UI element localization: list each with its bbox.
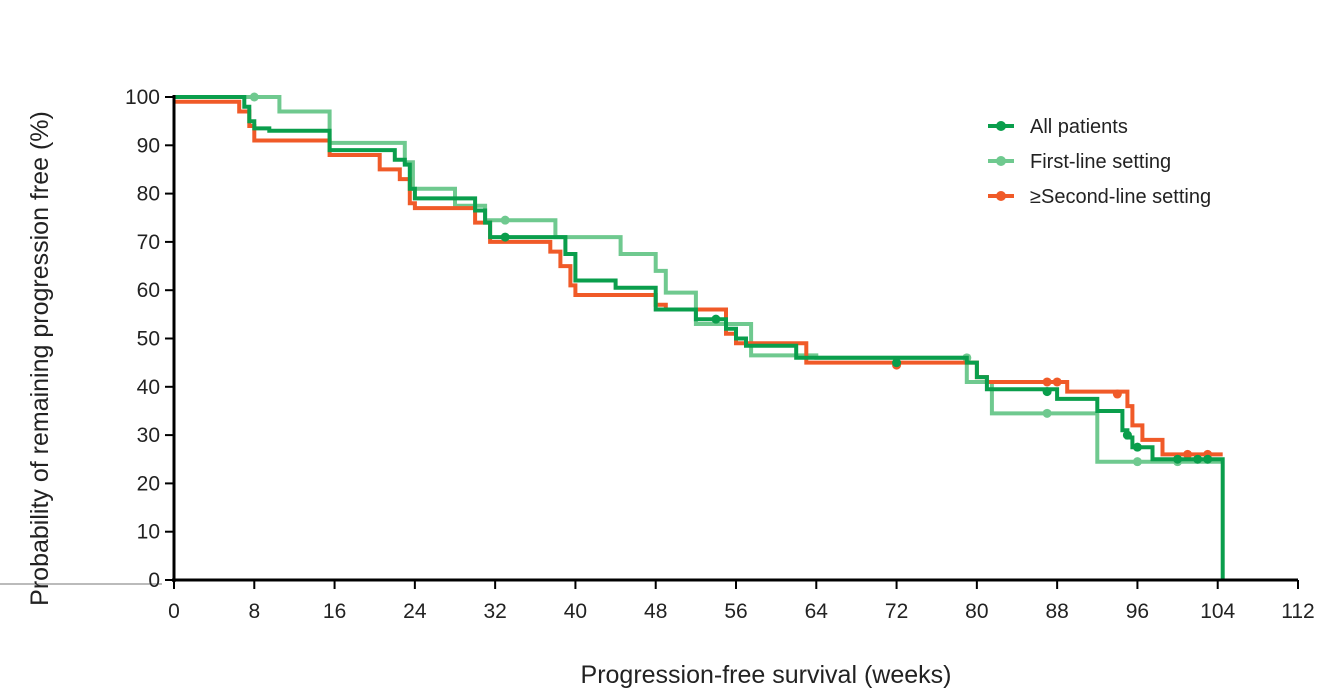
x-tick-label: 40 [564,600,587,623]
x-tick-label: 8 [248,600,260,623]
x-tick-label: 104 [1200,600,1235,623]
censor-mark-all-patients [892,358,902,368]
x-tick-label: 80 [965,600,988,623]
censor-mark-all-patients [500,232,510,242]
series-line-second-line-setting [174,99,1223,457]
y-tick-label: 60 [137,279,160,302]
x-tick-label: 88 [1045,600,1068,623]
series-line-first-line-setting [174,95,1223,464]
legend-label-all-patients: All patients [1030,116,1128,138]
y-tick-label: 80 [137,183,160,206]
censor-mark-second-line-setting [1112,389,1122,399]
y-tick-label: 90 [137,134,160,157]
x-tick-label: 16 [323,600,346,623]
y-axis-title: Probability of remaining progression fre… [26,111,54,606]
y-tick-label: 100 [125,86,160,109]
censor-mark-all-patients [1173,454,1183,464]
ticks: 0 8 16 24 32 40 48 56 64 72 80 88 96 104 112 0 10 20 30 40 5… [125,86,1315,623]
censor-mark-all-patients [1193,454,1203,464]
censor-mark-all-patients [711,314,721,324]
legend-marker-first-line-setting [996,156,1006,166]
y-tick-label: 40 [137,376,160,399]
y-tick-label: 30 [137,424,160,447]
x-tick-label: 48 [644,600,667,623]
censor-mark-second-line-setting [1042,377,1052,387]
x-tick-label: 56 [724,600,747,623]
legend-label-first-line-setting: First-line setting [1030,151,1171,173]
x-tick-label: 64 [805,600,829,623]
censor-mark-all-patients [1132,442,1142,452]
censor-mark-first-line-setting [500,215,510,225]
y-tick-label: 50 [137,328,160,351]
censor-mark-second-line-setting [1052,377,1062,387]
x-tick-label: 96 [1126,600,1149,623]
series-layer [174,92,1225,580]
x-tick-label: 32 [483,600,506,623]
legend: All patients First-line setting ≥Second-li… [988,116,1211,208]
censor-mark-first-line-setting [249,92,259,102]
x-tick-label: 0 [168,600,180,623]
censor-mark-all-patients [1203,454,1213,464]
x-tick-label: 112 [1281,600,1314,623]
censor-mark-first-line-setting [1132,457,1142,467]
series-line-all-patients [174,95,1225,580]
censor-mark-all-patients [1042,387,1052,397]
x-tick-label: 24 [403,600,427,623]
legend-marker-second-line-setting [996,191,1006,201]
x-tick-label: 72 [885,600,908,623]
x-axis-title: Progression-free survival (weeks) [581,661,952,689]
y-tick-label: 70 [137,231,160,254]
censor-mark-second-line-setting [1183,449,1193,459]
y-tick-label: 10 [137,521,160,544]
y-tick-label: 0 [148,569,160,592]
legend-marker-all-patients [996,121,1006,131]
censor-mark-first-line-setting [1042,408,1052,418]
y-tick-label: 20 [137,472,160,495]
legend-label-second-line-setting: ≥Second-line setting [1030,186,1211,208]
censor-mark-all-patients [1122,430,1132,440]
